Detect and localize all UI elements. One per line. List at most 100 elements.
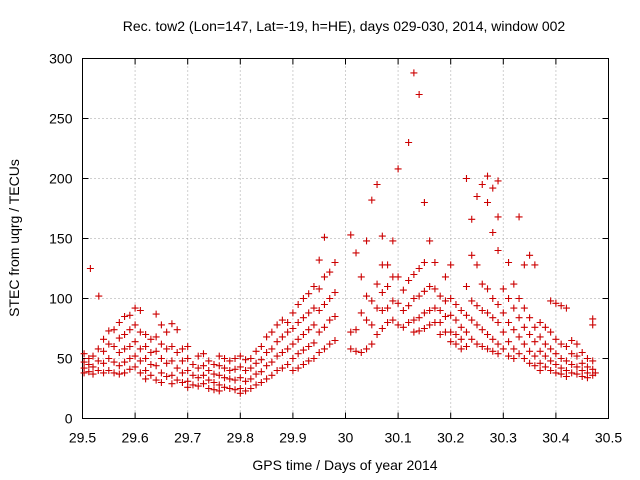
data-point — [105, 340, 113, 348]
data-point — [505, 338, 513, 346]
data-point — [541, 352, 549, 360]
data-point — [484, 345, 492, 353]
x-tick-label: 30.3 — [490, 430, 517, 446]
data-point — [436, 319, 444, 326]
data-point — [247, 364, 255, 372]
data-point — [205, 385, 213, 392]
data-points — [80, 69, 599, 397]
data-point — [541, 340, 549, 348]
x-tick-label: 29.9 — [279, 430, 306, 446]
data-point — [562, 357, 570, 365]
data-point — [583, 363, 591, 371]
data-point — [278, 364, 286, 372]
x-tick-label: 30.4 — [542, 430, 569, 446]
data-point — [320, 345, 328, 353]
data-point — [520, 323, 528, 331]
data-point — [121, 345, 129, 353]
data-point — [468, 335, 476, 343]
data-point — [326, 295, 334, 302]
data-point — [121, 358, 129, 366]
data-point — [85, 361, 93, 368]
data-point — [320, 323, 328, 331]
data-point — [173, 349, 181, 356]
data-point — [310, 283, 318, 290]
data-point — [168, 380, 176, 388]
data-point — [299, 331, 307, 338]
data-point — [315, 328, 323, 336]
data-point — [173, 376, 181, 384]
data-point — [426, 283, 434, 290]
data-point — [384, 283, 392, 290]
data-point — [242, 367, 250, 374]
data-point — [384, 319, 392, 326]
data-point — [373, 331, 381, 338]
data-point — [157, 379, 165, 386]
data-point — [368, 297, 376, 305]
data-point — [252, 347, 260, 355]
data-point — [126, 343, 134, 350]
data-point — [152, 347, 160, 355]
data-point — [215, 352, 223, 360]
data-point — [100, 347, 108, 355]
data-point — [263, 375, 271, 383]
data-point — [589, 357, 597, 365]
data-point — [452, 301, 460, 308]
data-point — [85, 368, 93, 376]
data-point — [457, 307, 465, 314]
data-point — [510, 326, 518, 334]
x-tick-label: 29.8 — [227, 430, 254, 446]
data-point — [552, 335, 560, 343]
y-tick-label: 0 — [65, 411, 73, 427]
data-point — [110, 358, 118, 366]
data-point — [557, 340, 565, 348]
data-point — [294, 301, 302, 308]
data-point — [583, 374, 591, 382]
data-point — [431, 285, 439, 293]
data-point — [273, 352, 281, 360]
data-point — [547, 357, 555, 365]
data-point — [168, 371, 176, 379]
data-point — [263, 362, 271, 370]
data-point — [591, 369, 599, 377]
data-point — [441, 297, 449, 305]
data-point — [310, 304, 318, 312]
data-point — [399, 286, 407, 294]
data-point — [199, 380, 207, 388]
data-point — [420, 259, 428, 266]
data-point — [452, 340, 460, 348]
data-point — [420, 309, 428, 317]
data-point — [478, 307, 486, 314]
data-point — [415, 327, 423, 335]
data-point — [126, 311, 134, 319]
x-tick-label: 30.1 — [384, 430, 411, 446]
data-point — [378, 289, 386, 296]
data-point — [489, 229, 497, 236]
data-point — [142, 375, 150, 383]
data-point — [142, 355, 150, 362]
y-tick-label: 150 — [49, 231, 73, 247]
data-point — [105, 355, 113, 362]
data-point — [289, 340, 297, 348]
data-point — [263, 349, 271, 356]
data-point — [242, 377, 250, 385]
data-point — [278, 349, 286, 356]
data-point — [583, 355, 591, 362]
data-point — [410, 271, 418, 278]
data-point — [89, 363, 97, 371]
data-point — [436, 292, 444, 300]
data-point — [247, 375, 255, 383]
data-point — [515, 333, 523, 341]
data-point — [168, 320, 176, 328]
data-point — [363, 316, 371, 324]
data-point — [115, 319, 123, 326]
data-point — [520, 304, 528, 312]
data-point — [94, 367, 102, 374]
data-point — [489, 295, 497, 302]
data-point — [515, 350, 523, 358]
data-point — [552, 350, 560, 358]
data-point — [278, 333, 286, 341]
x-tick-labels: 29.5 29.6 29.7 29.8 29.9 30 30.1 30.2 30.3 30.4 30… — [69, 430, 622, 446]
data-point — [320, 301, 328, 308]
data-point — [373, 280, 381, 288]
data-point — [284, 328, 292, 336]
